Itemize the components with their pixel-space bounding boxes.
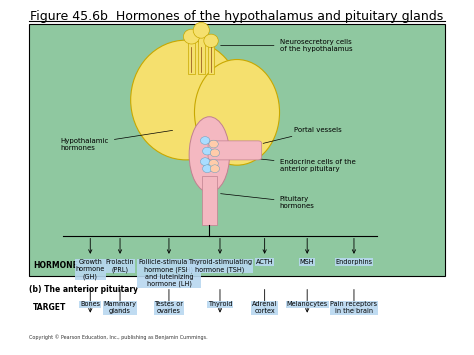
FancyBboxPatch shape (186, 93, 241, 142)
Ellipse shape (204, 34, 219, 48)
Text: HORMONE: HORMONE (33, 261, 78, 270)
Text: Portal vessels: Portal vessels (263, 127, 342, 143)
Text: Testes or
ovaries: Testes or ovaries (155, 301, 183, 315)
Text: Prolactin
(PRL): Prolactin (PRL) (106, 259, 134, 273)
Circle shape (210, 165, 219, 173)
Text: Adrenal
cortex: Adrenal cortex (252, 301, 277, 315)
Text: MSH: MSH (300, 259, 314, 265)
Circle shape (209, 140, 219, 148)
Text: ACTH: ACTH (256, 259, 273, 265)
Text: Melanocytes: Melanocytes (287, 301, 328, 307)
Text: Neurosecretory cells
of the hypothalamus: Neurosecretory cells of the hypothalamus (220, 39, 352, 52)
Ellipse shape (193, 22, 210, 38)
Text: TARGET: TARGET (33, 302, 66, 312)
Bar (202, 176, 217, 225)
Ellipse shape (194, 60, 280, 165)
Ellipse shape (131, 40, 241, 160)
Text: Growth
hormone
(GH): Growth hormone (GH) (76, 259, 105, 280)
Text: Endorphins: Endorphins (336, 259, 373, 265)
Ellipse shape (189, 117, 229, 192)
Text: Mammary
glands: Mammary glands (103, 301, 137, 315)
Text: Figure 45.6b  Hormones of the hypothalamus and pituitary glands: Figure 45.6b Hormones of the hypothalamu… (30, 10, 444, 23)
Text: Hypothalamic
hormones: Hypothalamic hormones (61, 130, 173, 151)
Text: (b) The anterior pituitary: (b) The anterior pituitary (28, 285, 138, 294)
Text: Endocrine cells of the
anterior pituitary: Endocrine cells of the anterior pituitar… (222, 155, 356, 172)
Text: Pain receptors
in the brain: Pain receptors in the brain (330, 301, 377, 315)
Circle shape (201, 158, 210, 165)
Bar (208, 42, 214, 73)
Text: Pituitary
hormones: Pituitary hormones (220, 194, 314, 209)
Ellipse shape (183, 29, 200, 44)
Bar (188, 38, 195, 73)
FancyBboxPatch shape (208, 141, 262, 160)
Text: Bones: Bones (80, 301, 100, 307)
Circle shape (202, 147, 212, 155)
Text: Thyroid-stimulating
hormone (TSH): Thyroid-stimulating hormone (TSH) (188, 259, 252, 273)
FancyBboxPatch shape (28, 24, 446, 276)
Text: Follicle-stimulating
hormone (FSH)
and luteinizing
hormone (LH): Follicle-stimulating hormone (FSH) and l… (138, 259, 200, 287)
Circle shape (209, 159, 219, 167)
Bar (198, 31, 205, 73)
Circle shape (210, 149, 219, 157)
Text: Copyright © Pearson Education, Inc., publishing as Benjamin Cummings.: Copyright © Pearson Education, Inc., pub… (28, 334, 207, 340)
Circle shape (202, 165, 212, 173)
Text: Thyroid: Thyroid (208, 301, 232, 307)
Circle shape (201, 137, 210, 144)
